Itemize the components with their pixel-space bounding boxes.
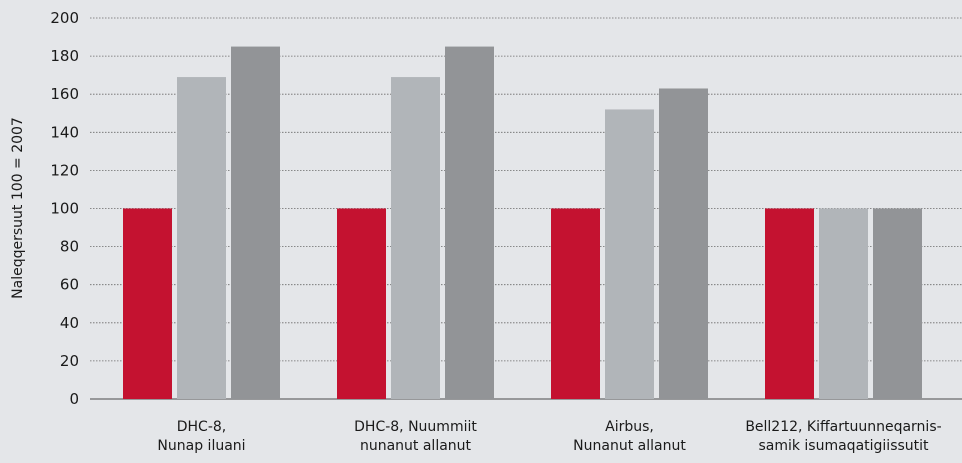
category-label: Nunap iluani <box>157 438 245 454</box>
bar <box>391 77 440 400</box>
y-tick-label: 0 <box>69 390 79 408</box>
y-tick-label: 100 <box>50 200 79 218</box>
x-axis-categories: DHC-8, Nunap iluani DHC-8, Nuummiit nunanut… <box>157 419 941 454</box>
category-label: samik isumaqatigiissutit <box>758 438 929 454</box>
bar <box>337 208 386 399</box>
y-axis-label: Naleqqersuut 100 = 2007 <box>10 117 26 299</box>
bar <box>551 208 600 399</box>
category-label: Nunanut allanut <box>573 438 686 454</box>
y-axis-ticks: 0 20 40 60 80 100 120 140 160 180 200 <box>50 9 79 408</box>
category-label: nunanut allanut <box>360 438 472 454</box>
bar <box>177 77 226 400</box>
bar <box>819 208 868 399</box>
bars <box>123 46 922 400</box>
bar <box>231 46 280 399</box>
bar <box>123 208 172 399</box>
y-tick-label: 40 <box>60 314 79 332</box>
y-tick-label: 200 <box>50 9 79 27</box>
bar <box>605 109 654 399</box>
category-label: DHC-8, Nuummiit <box>354 419 477 435</box>
bar <box>445 46 494 399</box>
bar <box>765 208 814 399</box>
y-tick-label: 180 <box>50 47 79 65</box>
y-tick-label: 120 <box>50 161 79 179</box>
bar <box>659 88 708 400</box>
y-tick-label: 160 <box>50 85 79 103</box>
category-label: Bell212, Kiffartuunneqarnis- <box>745 419 941 435</box>
category-label: DHC-8, <box>177 419 227 435</box>
category-label: Airbus, <box>605 419 654 435</box>
y-tick-label: 60 <box>60 276 79 294</box>
bar <box>873 208 922 399</box>
y-tick-label: 80 <box>60 238 79 256</box>
y-tick-label: 140 <box>50 123 79 141</box>
y-tick-label: 20 <box>60 352 79 370</box>
